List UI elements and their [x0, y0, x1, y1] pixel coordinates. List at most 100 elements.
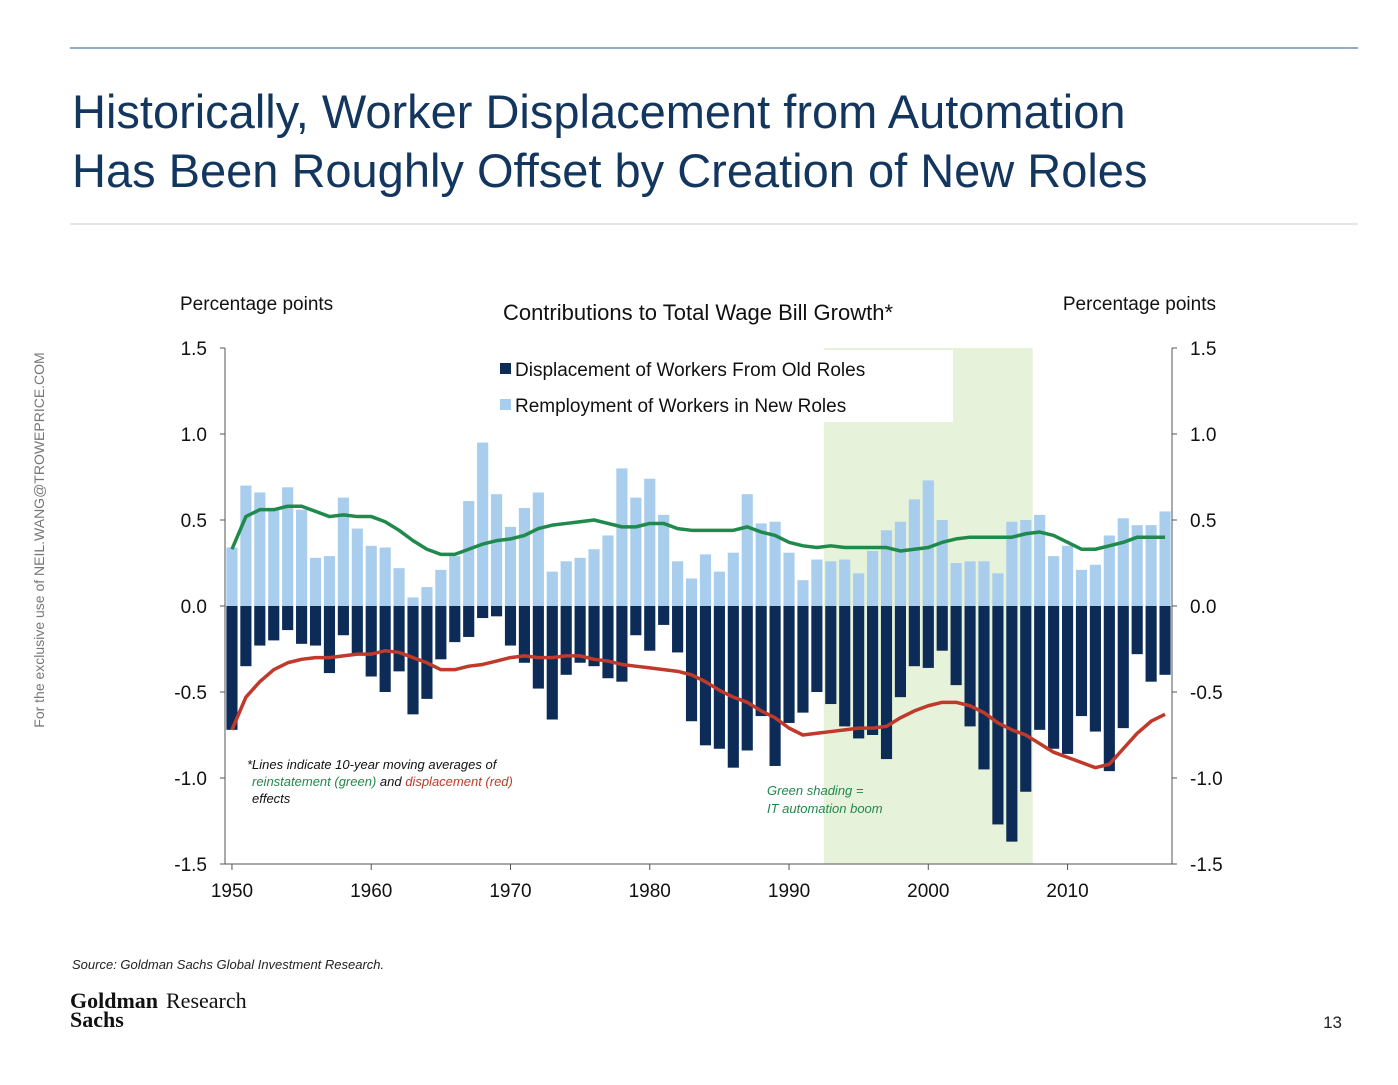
- bar: [518, 507, 530, 606]
- bar: [532, 492, 544, 606]
- bar: [1020, 606, 1032, 792]
- y2-tick-label: -0.5: [1190, 683, 1223, 704]
- bar: [894, 606, 907, 698]
- y2-tick-label: 0.0: [1190, 597, 1216, 618]
- slide-title: Historically, Worker Displacement from A…: [72, 85, 1125, 138]
- bar: [1034, 606, 1046, 730]
- shade-note: IT automation boom: [767, 801, 883, 816]
- bar: [1006, 521, 1018, 606]
- bar: [323, 556, 336, 606]
- bar: [616, 606, 628, 682]
- bar: [477, 606, 489, 619]
- bar: [1159, 511, 1171, 606]
- x-tick-label: 1980: [629, 881, 671, 902]
- bar: [699, 554, 712, 606]
- bar: [839, 606, 851, 727]
- bar: [588, 549, 600, 606]
- bar: [699, 606, 712, 746]
- bar: [296, 606, 308, 644]
- bar: [337, 497, 349, 606]
- bar: [254, 606, 266, 646]
- bar: [463, 501, 475, 606]
- bar: [240, 485, 252, 606]
- bar: [449, 606, 461, 643]
- bar: [908, 606, 920, 667]
- logo: Sachs: [70, 1007, 124, 1032]
- bar: [602, 535, 614, 606]
- bar: [950, 606, 962, 686]
- x-tick-label: 1990: [768, 881, 810, 902]
- bar: [1103, 535, 1115, 606]
- bar: [853, 573, 865, 606]
- bar: [560, 561, 572, 606]
- bar: [630, 497, 642, 606]
- bar: [226, 547, 238, 606]
- bar: [504, 606, 517, 646]
- bar: [685, 606, 698, 722]
- bar: [463, 606, 475, 637]
- y-tick-label: 0.5: [181, 511, 207, 532]
- bar: [908, 499, 920, 606]
- legend-swatch: [500, 363, 511, 374]
- x-tick-label: 1960: [350, 881, 392, 902]
- note-part: reinstatement (green): [252, 774, 376, 789]
- bar: [1145, 606, 1157, 682]
- bar: [922, 480, 934, 606]
- bar: [811, 559, 823, 606]
- bar: [226, 606, 238, 730]
- shade-note: Green shading =: [767, 783, 864, 798]
- legend-swatch: [500, 399, 511, 410]
- legend-box: [495, 350, 953, 422]
- y-tick-label: 1.0: [181, 425, 207, 446]
- bar: [936, 606, 948, 651]
- moving-average-line: [230, 504, 1166, 557]
- bar: [1061, 606, 1074, 754]
- note: effects: [252, 791, 291, 806]
- bar: [351, 528, 363, 606]
- bar: [741, 606, 753, 751]
- y-tick-label: -0.5: [174, 683, 207, 704]
- bar: [268, 507, 280, 606]
- bar: [393, 568, 405, 606]
- bar: [755, 523, 767, 606]
- bar: [867, 606, 879, 735]
- y-tick-label: 0.0: [181, 597, 207, 618]
- note: *Lines indicate 10-year moving averages …: [247, 757, 498, 772]
- bar: [769, 606, 781, 766]
- slide-title: Has Been Roughly Offset by Creation of N…: [72, 144, 1147, 197]
- bar: [713, 571, 725, 606]
- bar: [1159, 606, 1171, 675]
- bar: [797, 606, 809, 713]
- bar: [950, 563, 962, 606]
- y2-tick-label: -1.5: [1190, 855, 1223, 876]
- bar: [978, 606, 990, 770]
- bar: [1089, 606, 1101, 732]
- legend-label: Displacement of Workers From Old Roles: [515, 360, 865, 381]
- bar: [658, 606, 670, 625]
- bar: [1131, 525, 1143, 606]
- legend-label: Remployment of Workers in New Roles: [515, 396, 846, 417]
- y2-tick-label: 1.5: [1190, 339, 1216, 360]
- bar: [1048, 556, 1060, 606]
- bar: [727, 606, 739, 768]
- bar: [644, 478, 656, 606]
- bar: [518, 606, 530, 663]
- bar: [616, 468, 628, 606]
- y-tick-label: -1.5: [174, 855, 207, 876]
- bar: [1103, 606, 1115, 772]
- bar: [713, 606, 725, 749]
- bar: [602, 606, 614, 679]
- bar: [532, 606, 544, 689]
- watermark: For the exclusive use of NEIL.WANG@TROWE…: [31, 352, 47, 727]
- bar: [894, 521, 907, 606]
- bar: [282, 606, 294, 631]
- x-tick-label: 2010: [1046, 881, 1088, 902]
- bar: [546, 571, 558, 606]
- bar: [755, 606, 767, 717]
- bar: [504, 526, 517, 606]
- bar: [964, 606, 976, 727]
- bar: [797, 580, 809, 606]
- bar: [769, 521, 781, 606]
- logo: Goldman: [70, 988, 158, 1013]
- bar: [407, 606, 419, 715]
